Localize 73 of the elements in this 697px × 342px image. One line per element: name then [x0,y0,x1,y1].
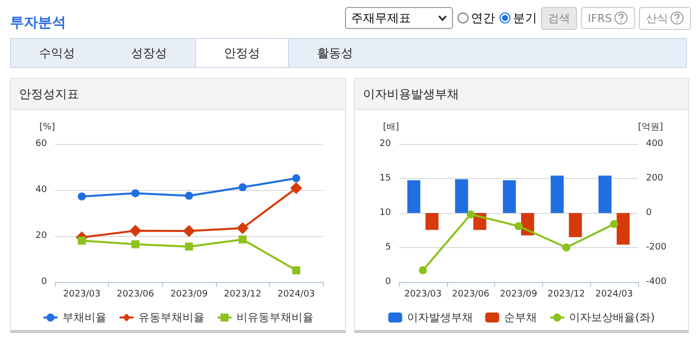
point [418,266,427,274]
y-tick-label: 0 [41,277,48,287]
legend-label: 부채비율 [62,311,106,324]
x-tick-label: 2024/03 [595,290,633,300]
point [129,224,142,237]
bar [598,176,612,213]
point [292,266,300,274]
x-tick-label: 2023/09 [500,290,538,300]
point [183,224,195,237]
y-tick-label: 20 [36,231,48,241]
y2-tick-label: 200 [646,174,664,184]
legend-label: 비유동부채비율 [236,311,314,324]
y-tick-label: 60 [36,139,48,149]
bar [426,213,438,230]
text: 성장성 [130,45,168,62]
y-axis-title: [%] [39,122,55,132]
bar [407,180,420,213]
point [290,182,302,194]
x-tick-label: 2023/06 [116,290,154,300]
text: 분기 [512,10,537,26]
y2-tick-label: -200 [646,242,667,252]
x-tick-label: 2023/12 [548,290,585,300]
x-tick-label: 2024/03 [278,290,315,300]
point [185,192,193,200]
point [562,244,570,252]
text: 안정성 [195,39,289,67]
point [131,240,140,248]
y-axis-title: [배] [382,122,399,132]
legend-label: 순부채 [504,311,538,324]
y2-tick-label: 400 [646,139,664,149]
legend-label: 유동부채비율 [138,311,204,324]
x-tick-label: 2023/12 [224,290,262,300]
y-tick-label: 5 [385,242,391,252]
point [238,183,247,192]
y-tick-label: 0 [385,277,392,287]
chart-title: 이자비용발생부채 [355,79,688,110]
bar [550,176,564,213]
point [610,220,618,228]
y-tick-label: 10 [380,208,392,218]
x-tick-label: 2023/03 [404,290,442,300]
y2-tick-label: 0 [646,208,652,218]
point [131,189,140,198]
point [236,222,249,234]
y2-axis-title: [억원] [638,122,664,132]
x-tick-label: 2023/09 [170,290,208,300]
y-tick-label: 15 [380,174,391,184]
point [185,242,193,251]
bar [616,213,630,245]
x-tick-label: 2023/06 [452,290,490,300]
bar [455,179,468,213]
y-tick-label: 40 [36,185,48,195]
point [292,174,300,182]
text: 산식 [639,6,691,30]
point [78,192,86,200]
legend-label: 이자보상배율(좌) [569,311,655,324]
point [238,235,247,244]
text: 검색 [540,6,577,30]
bar [568,213,582,238]
text: 주재무제표 [350,10,411,26]
point [514,222,522,230]
bar [502,180,516,213]
x-tick-label: 2023/03 [63,290,100,300]
text: 활동성 [316,45,354,62]
point [466,210,475,218]
text: 연간 [470,10,495,26]
text: IFRS [580,7,635,29]
point [78,236,86,245]
y2-tick-label: -400 [646,277,667,287]
text: 투자분석 [10,14,67,32]
text: 수익성 [38,45,76,62]
y-tick-label: 20 [380,139,392,149]
chart-title: 안정성지표 [11,79,345,110]
legend-label: 이자발생부채 [407,311,474,324]
